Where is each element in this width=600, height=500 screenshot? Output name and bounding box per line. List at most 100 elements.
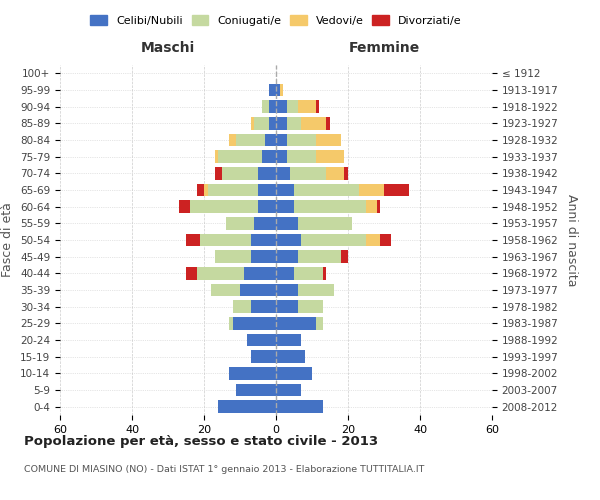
Text: Femmine: Femmine bbox=[349, 41, 419, 55]
Bar bbox=[326, 167, 344, 179]
Bar bbox=[287, 117, 301, 130]
Bar bbox=[316, 100, 319, 113]
Bar bbox=[287, 134, 316, 146]
Bar bbox=[298, 284, 334, 296]
Bar bbox=[251, 234, 276, 246]
Bar bbox=[298, 250, 341, 263]
Bar bbox=[233, 317, 276, 330]
Bar bbox=[298, 300, 323, 313]
Bar bbox=[251, 250, 276, 263]
Bar bbox=[233, 300, 251, 313]
Bar bbox=[236, 134, 265, 146]
Bar bbox=[276, 367, 312, 380]
Bar bbox=[276, 267, 294, 280]
Bar bbox=[276, 167, 290, 179]
Bar bbox=[301, 234, 366, 246]
Bar bbox=[276, 217, 298, 230]
Bar bbox=[287, 100, 298, 113]
Bar bbox=[298, 217, 352, 230]
Bar bbox=[215, 250, 251, 263]
Bar bbox=[226, 217, 254, 230]
Y-axis label: Fasce di età: Fasce di età bbox=[1, 202, 14, 278]
Bar bbox=[276, 100, 287, 113]
Bar bbox=[323, 267, 326, 280]
Bar bbox=[254, 217, 276, 230]
Bar bbox=[366, 234, 380, 246]
Bar bbox=[280, 84, 283, 96]
Bar bbox=[316, 134, 341, 146]
Bar bbox=[236, 384, 276, 396]
Bar bbox=[276, 317, 316, 330]
Bar bbox=[211, 284, 240, 296]
Bar bbox=[344, 167, 348, 179]
Bar bbox=[287, 150, 316, 163]
Bar bbox=[229, 317, 233, 330]
Y-axis label: Anni di nascita: Anni di nascita bbox=[565, 194, 578, 286]
Bar bbox=[341, 250, 348, 263]
Bar bbox=[269, 100, 276, 113]
Bar bbox=[276, 284, 298, 296]
Bar bbox=[276, 84, 280, 96]
Bar bbox=[276, 184, 294, 196]
Bar bbox=[269, 84, 276, 96]
Bar bbox=[294, 200, 366, 213]
Bar bbox=[269, 117, 276, 130]
Bar bbox=[251, 117, 254, 130]
Bar bbox=[204, 184, 208, 196]
Bar bbox=[229, 134, 236, 146]
Bar bbox=[258, 184, 276, 196]
Bar bbox=[240, 284, 276, 296]
Bar bbox=[186, 234, 200, 246]
Bar bbox=[208, 184, 258, 196]
Bar bbox=[222, 167, 258, 179]
Bar bbox=[229, 367, 276, 380]
Bar bbox=[294, 184, 359, 196]
Legend: Celibi/Nubili, Coniugati/e, Vedovi/e, Divorziati/e: Celibi/Nubili, Coniugati/e, Vedovi/e, Di… bbox=[86, 10, 466, 30]
Bar bbox=[380, 234, 391, 246]
Bar bbox=[200, 234, 251, 246]
Bar bbox=[247, 334, 276, 346]
Bar bbox=[197, 184, 204, 196]
Bar bbox=[262, 100, 269, 113]
Bar bbox=[218, 150, 262, 163]
Bar bbox=[258, 200, 276, 213]
Bar bbox=[251, 350, 276, 363]
Bar bbox=[276, 117, 287, 130]
Bar bbox=[186, 267, 197, 280]
Bar bbox=[276, 400, 323, 413]
Bar bbox=[215, 167, 222, 179]
Bar bbox=[218, 400, 276, 413]
Bar bbox=[190, 200, 258, 213]
Bar bbox=[179, 200, 190, 213]
Bar bbox=[276, 350, 305, 363]
Bar bbox=[384, 184, 409, 196]
Bar bbox=[276, 234, 301, 246]
Bar bbox=[265, 134, 276, 146]
Bar bbox=[276, 250, 298, 263]
Bar bbox=[244, 267, 276, 280]
Bar bbox=[377, 200, 380, 213]
Bar bbox=[290, 167, 326, 179]
Bar bbox=[316, 317, 323, 330]
Bar bbox=[276, 384, 301, 396]
Bar bbox=[276, 150, 287, 163]
Bar bbox=[262, 150, 276, 163]
Text: Popolazione per età, sesso e stato civile - 2013: Popolazione per età, sesso e stato civil… bbox=[24, 435, 378, 448]
Bar bbox=[294, 267, 323, 280]
Bar bbox=[301, 117, 326, 130]
Bar bbox=[254, 117, 269, 130]
Bar bbox=[276, 334, 301, 346]
Bar bbox=[276, 134, 287, 146]
Bar bbox=[258, 167, 276, 179]
Bar bbox=[215, 150, 218, 163]
Bar bbox=[316, 150, 344, 163]
Bar bbox=[276, 300, 298, 313]
Bar bbox=[298, 100, 316, 113]
Bar bbox=[251, 300, 276, 313]
Bar bbox=[276, 200, 294, 213]
Text: COMUNE DI MIASINO (NO) - Dati ISTAT 1° gennaio 2013 - Elaborazione TUTTITALIA.IT: COMUNE DI MIASINO (NO) - Dati ISTAT 1° g… bbox=[24, 465, 424, 474]
Text: Maschi: Maschi bbox=[141, 41, 195, 55]
Bar bbox=[366, 200, 377, 213]
Bar bbox=[359, 184, 384, 196]
Bar bbox=[197, 267, 244, 280]
